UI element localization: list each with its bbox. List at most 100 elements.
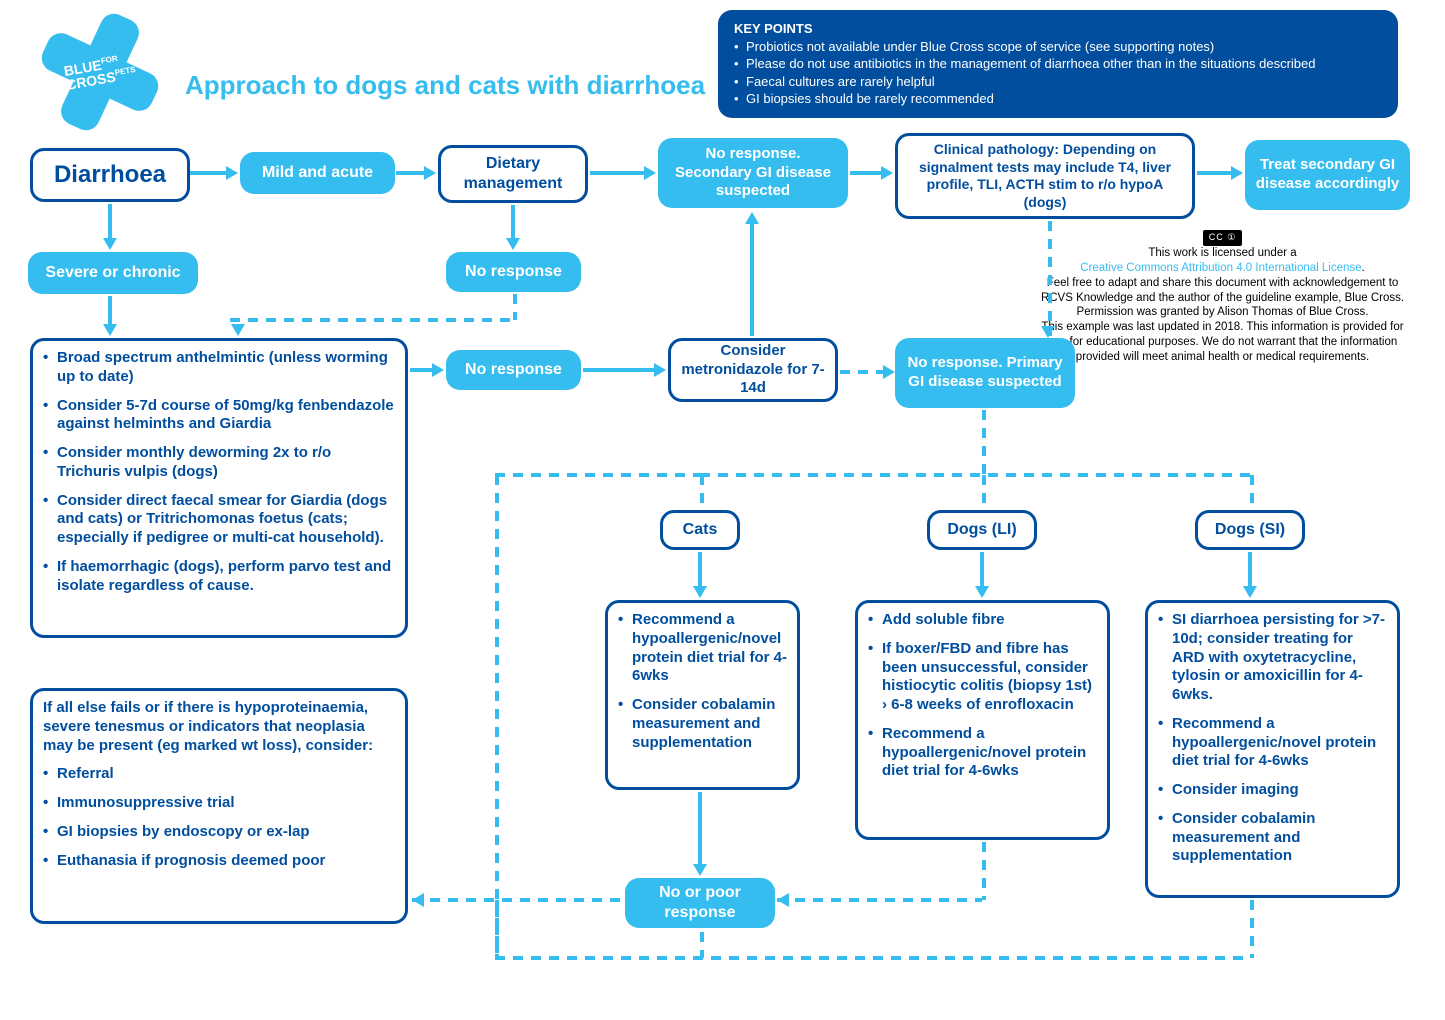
node-no-response-2: No response bbox=[446, 350, 581, 390]
if-all-else-box: If all else fails or if there is hypopro… bbox=[30, 688, 408, 924]
arrow-head-icon bbox=[231, 324, 245, 336]
dashed-segment bbox=[1048, 221, 1052, 336]
arrow-head-icon bbox=[506, 238, 520, 250]
cats-detail-box: Recommend a hypoallergenic/novel protein… bbox=[605, 600, 800, 790]
key-point-item: GI biopsies should be rarely recommended bbox=[734, 90, 1382, 108]
key-point-item: Please do not use antibiotics in the man… bbox=[734, 55, 1382, 73]
arrow-line bbox=[850, 171, 883, 175]
dashed-segment bbox=[982, 410, 986, 475]
arrow-line bbox=[190, 171, 228, 175]
dashed-segment bbox=[412, 898, 623, 902]
logo-small1: FOR bbox=[100, 54, 118, 66]
arrow-head-icon bbox=[881, 166, 893, 180]
list-item: SI diarrhoea persisting for >7-10d; cons… bbox=[1158, 611, 1387, 705]
arrow-head-icon bbox=[1243, 586, 1257, 598]
node-diarrhoea: Diarrhoea bbox=[30, 148, 190, 202]
arrow-head-icon bbox=[644, 166, 656, 180]
list-item: Broad spectrum anthelmintic (unless worm… bbox=[43, 349, 395, 387]
arrow-head-icon bbox=[103, 324, 117, 336]
node-severe-chronic: Severe or chronic bbox=[28, 252, 198, 294]
node-no-resp-secondary: No response. Secondary GI disease suspec… bbox=[658, 138, 848, 208]
arrow-head-icon bbox=[693, 586, 707, 598]
dogs-si-detail-box: SI diarrhoea persisting for >7-10d; cons… bbox=[1145, 600, 1400, 898]
arrow-line bbox=[590, 171, 646, 175]
arrow-head-icon bbox=[412, 893, 424, 907]
node-no-resp-primary: No response. Primary GI disease suspecte… bbox=[895, 338, 1075, 408]
list-item: Add soluble fibre bbox=[868, 611, 1097, 630]
arrow-head-icon bbox=[226, 166, 238, 180]
node-mild-acute: Mild and acute bbox=[240, 152, 395, 194]
license-body: Feel free to adapt and share this docume… bbox=[1041, 277, 1404, 364]
list-item: Recommend a hypoallergenic/novel protein… bbox=[618, 611, 787, 686]
list-item: Euthanasia if prognosis deemed poor bbox=[43, 852, 325, 871]
list-item: Consider cobalamin measurement and suppl… bbox=[1158, 810, 1387, 866]
list-item: Immunosuppressive trial bbox=[43, 794, 325, 813]
arrow-line bbox=[108, 296, 112, 326]
list-item: Consider 5-7d course of 50mg/kg fenbenda… bbox=[43, 397, 395, 435]
arrow-head-icon bbox=[883, 365, 895, 379]
list-item: Consider cobalamin measurement and suppl… bbox=[618, 696, 787, 752]
node-no-poor-response: No or poor response bbox=[625, 878, 775, 928]
arrow-head-icon bbox=[1231, 166, 1243, 180]
arrow-line bbox=[511, 205, 515, 240]
license-line1: This work is licensed under a bbox=[1148, 247, 1296, 259]
arrow-head-icon bbox=[654, 363, 666, 377]
dashed-segment bbox=[777, 898, 982, 902]
list-item: If boxer/FBD and fibre has been unsucces… bbox=[868, 640, 1097, 715]
dogs-li-detail-box: Add soluble fibre If boxer/FBD and fibre… bbox=[855, 600, 1110, 840]
dashed-segment bbox=[230, 318, 513, 322]
license-link[interactable]: Creative Commons Attribution 4.0 Interna… bbox=[1080, 262, 1361, 274]
license-text: CC ① This work is licensed under a Creat… bbox=[1035, 230, 1410, 365]
broad-spectrum-box: Broad spectrum anthelmintic (unless worm… bbox=[30, 338, 408, 638]
cc-badge-icon: CC ① bbox=[1203, 230, 1243, 246]
node-dietary: Dietary management bbox=[438, 145, 588, 203]
list-item: Consider imaging bbox=[1158, 781, 1387, 800]
arrow-head-icon bbox=[975, 586, 989, 598]
arrow-line bbox=[410, 368, 434, 372]
arrow-head-icon bbox=[432, 363, 444, 377]
arrow-line bbox=[1248, 552, 1252, 588]
list-item: Recommend a hypoallergenic/novel protein… bbox=[1158, 715, 1387, 771]
arrow-line bbox=[750, 222, 754, 336]
list-item: If haemorrhagic (dogs), perform parvo te… bbox=[43, 558, 395, 596]
arrow-head-icon bbox=[424, 166, 436, 180]
node-cats: Cats bbox=[660, 510, 740, 550]
node-treat-secondary: Treat secondary GI disease accordingly bbox=[1245, 140, 1410, 210]
arrow-line bbox=[698, 792, 702, 866]
dashed-segment bbox=[700, 473, 1250, 477]
arrow-line bbox=[980, 552, 984, 588]
dashed-segment bbox=[495, 473, 700, 477]
logo-small2: PETS bbox=[114, 65, 136, 77]
arrow-line bbox=[396, 171, 426, 175]
node-dogs-li: Dogs (LI) bbox=[927, 510, 1037, 550]
dashed-segment bbox=[982, 475, 986, 508]
dashed-segment bbox=[495, 475, 499, 958]
key-point-item: Probiotics not available under Blue Cros… bbox=[734, 38, 1382, 56]
arrow-head-icon bbox=[745, 212, 759, 224]
node-no-response-1: No response bbox=[446, 252, 581, 292]
key-points-list: Probiotics not available under Blue Cros… bbox=[734, 38, 1382, 108]
arrow-head-icon bbox=[693, 864, 707, 876]
dashed-segment bbox=[513, 294, 517, 320]
arrow-line bbox=[108, 204, 112, 240]
page-title: Approach to dogs and cats with diarrhoea bbox=[185, 70, 705, 101]
key-points-title: KEY POINTS bbox=[734, 20, 1382, 38]
list-item: Consider monthly deworming 2x to r/o Tri… bbox=[43, 444, 395, 482]
list-item: Referral bbox=[43, 765, 325, 784]
dashed-segment bbox=[1250, 900, 1254, 958]
node-clinical-path: Clinical pathology: Depending on signalm… bbox=[895, 133, 1195, 219]
dashed-segment bbox=[982, 842, 986, 900]
key-points-box: KEY POINTS Probiotics not available unde… bbox=[718, 10, 1398, 118]
node-dogs-si: Dogs (SI) bbox=[1195, 510, 1305, 550]
arrow-head-icon bbox=[1041, 326, 1055, 338]
list-item: GI biopsies by endoscopy or ex-lap bbox=[43, 823, 325, 842]
dashed-segment bbox=[1250, 475, 1254, 508]
key-point-item: Faecal cultures are rarely helpful bbox=[734, 73, 1382, 91]
node-consider-metro: Consider metronidazole for 7-14d bbox=[668, 338, 838, 402]
arrow-line bbox=[1197, 171, 1233, 175]
dashed-segment bbox=[700, 475, 704, 508]
list-item: Consider direct faecal smear for Giardia… bbox=[43, 492, 395, 548]
if-all-else-lead: If all else fails or if there is hypopro… bbox=[43, 699, 395, 755]
dashed-segment bbox=[495, 956, 1250, 960]
arrow-head-icon bbox=[777, 893, 789, 907]
